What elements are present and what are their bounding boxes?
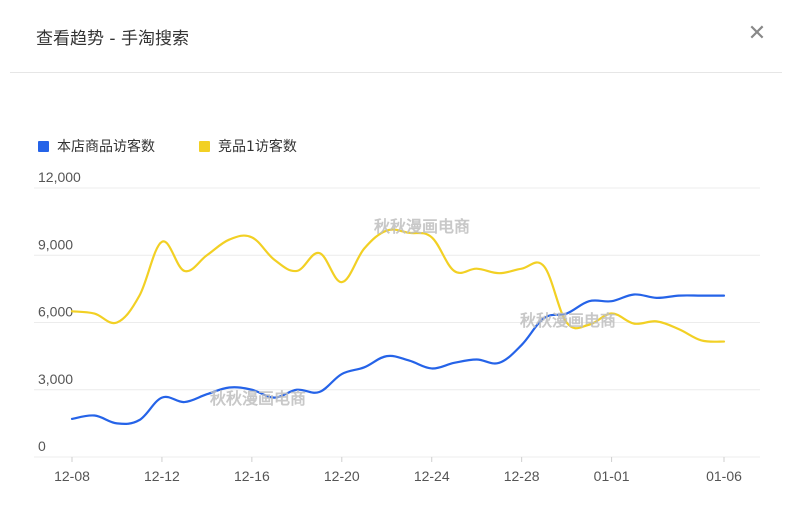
x-tick-label: 12-28 xyxy=(504,468,540,484)
x-tick-label: 12-12 xyxy=(144,468,180,484)
y-tick-label: 0 xyxy=(38,438,46,454)
watermark-text: 秋秋漫画电商 xyxy=(210,389,306,408)
y-tick-label: 6,000 xyxy=(38,304,73,320)
chart-legend: 本店商品访客数 竞品1访客数 xyxy=(38,136,297,156)
watermark-text: 秋秋漫画电商 xyxy=(374,217,470,236)
legend-swatch-competitor xyxy=(199,140,210,152)
watermark-text: 秋秋漫画电商 xyxy=(520,311,616,330)
header-divider xyxy=(10,72,782,73)
y-tick-label: 3,000 xyxy=(38,371,73,387)
x-tick-label: 12-08 xyxy=(54,468,90,484)
chart-series xyxy=(70,228,726,425)
legend-item-own-visitors[interactable]: 本店商品访客数 xyxy=(38,136,155,156)
y-tick-label: 9,000 xyxy=(38,236,73,252)
x-axis-ticks: 12-08 12-12 12-16 12-20 12-24 12-28 01-01 01-06 xyxy=(54,457,742,484)
close-icon[interactable]: ✕ xyxy=(747,21,767,46)
y-axis-ticks: 12,000 9,000 6,000 3,000 0 xyxy=(38,169,81,454)
y-tick-label: 12,000 xyxy=(38,169,81,185)
series-line-own-visitors xyxy=(70,293,726,425)
x-tick-label: 12-24 xyxy=(414,468,450,484)
x-tick-label: 01-06 xyxy=(706,468,742,484)
dialog-title: 查看趋势 - 手淘搜索 xyxy=(36,29,189,49)
dialog-header: 查看趋势 - 手淘搜索 ✕ xyxy=(0,0,800,72)
legend-swatch-own xyxy=(38,140,49,152)
legend-label-own: 本店商品访客数 xyxy=(57,139,155,155)
x-tick-label: 12-16 xyxy=(234,468,270,484)
series-line-competitor-visitors xyxy=(70,228,726,343)
x-tick-label: 12-20 xyxy=(324,468,360,484)
legend-label-competitor: 竞品1访客数 xyxy=(218,139,297,155)
x-tick-label: 01-01 xyxy=(594,468,630,484)
legend-item-competitor-visitors[interactable]: 竞品1访客数 xyxy=(199,136,297,156)
